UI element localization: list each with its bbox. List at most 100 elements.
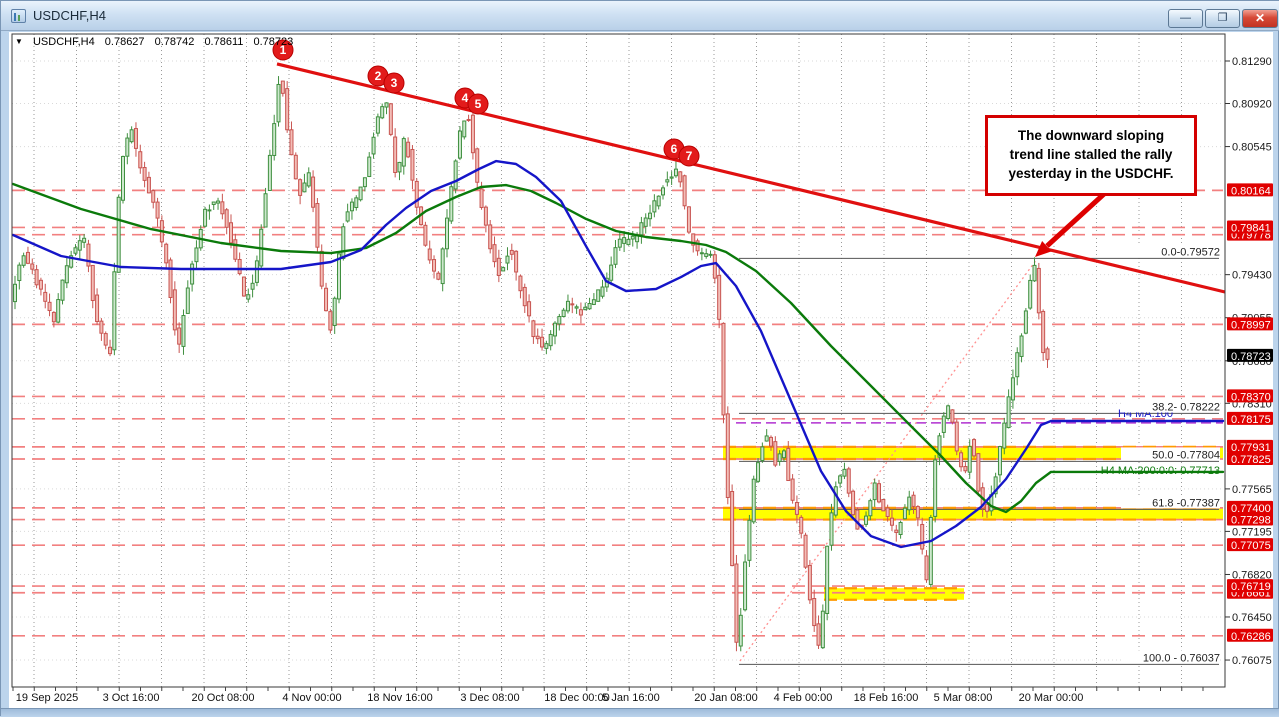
fibonacci-label: 0.0-0.79572 — [1161, 246, 1220, 258]
close-button[interactable]: ✕ — [1242, 9, 1278, 28]
candle — [82, 237, 87, 243]
candle — [851, 490, 856, 516]
fibonacci-diagonal[interactable] — [739, 258, 1038, 662]
symbol-dropdown-icon[interactable]: ▼ — [15, 37, 23, 46]
candle — [803, 534, 808, 568]
price-label-red — [1227, 512, 1273, 526]
candle — [125, 137, 130, 157]
candle — [531, 320, 536, 338]
header-high: 0.78742 — [154, 36, 195, 48]
candle — [151, 190, 156, 203]
candle — [799, 516, 804, 534]
candle — [626, 238, 631, 246]
candle — [535, 335, 540, 340]
price-label-red-text: 0.77931 — [1231, 442, 1271, 454]
candle — [704, 253, 709, 257]
candle — [877, 483, 881, 503]
candle — [1041, 310, 1046, 354]
marker-number: 6 — [671, 142, 678, 156]
candle — [406, 141, 411, 158]
highlight-zone[interactable] — [824, 588, 964, 600]
candle — [548, 333, 553, 347]
candle — [730, 491, 735, 567]
candle — [233, 239, 238, 260]
candle — [950, 409, 955, 423]
candle — [959, 452, 964, 468]
candle — [708, 253, 713, 256]
candle — [194, 247, 199, 263]
candle — [276, 83, 281, 123]
candle — [479, 188, 484, 208]
candle — [596, 289, 601, 302]
candle — [587, 303, 592, 310]
candle — [328, 311, 333, 331]
candle — [833, 486, 838, 516]
fib-label-bg — [1121, 447, 1220, 461]
price-label-red-text: 0.77825 — [1231, 454, 1271, 466]
candle — [574, 306, 579, 309]
trend-line[interactable] — [276, 62, 1226, 294]
candle — [894, 529, 899, 533]
time-axis-label: 3 Oct 16:00 — [103, 692, 160, 704]
price-label-red — [1227, 538, 1273, 552]
time-axis-label: 18 Nov 16:00 — [367, 692, 432, 704]
candle — [1028, 279, 1033, 309]
fib-label-bg — [1121, 399, 1220, 413]
ma100-line[interactable] — [11, 159, 1225, 549]
ma200-line[interactable] — [11, 182, 1225, 514]
marker-circle[interactable] — [272, 39, 294, 61]
ma200-label: H4 MA:200:0:0: 0.77713 — [1101, 465, 1220, 477]
candle — [993, 476, 998, 495]
candle — [384, 102, 389, 108]
time-axis-label: 5 Jan 16:00 — [602, 692, 660, 704]
price-label-red-text: 0.77298 — [1231, 515, 1271, 527]
fibonacci-label: 50.0 -0.77804 — [1152, 449, 1220, 461]
annotation-box[interactable]: The downward sloping trend line stalled … — [985, 115, 1197, 196]
candle — [656, 195, 661, 207]
price-tick-label: 0.80545 — [1232, 142, 1272, 154]
current-price-text: 0.78723 — [1231, 351, 1271, 363]
fib-label-bg — [1121, 650, 1220, 664]
candle — [928, 516, 933, 585]
candle — [781, 450, 786, 459]
candle — [337, 253, 341, 300]
candle — [522, 286, 527, 307]
candle — [354, 197, 359, 208]
candle — [686, 206, 691, 233]
candle — [1032, 264, 1037, 282]
candle — [617, 238, 622, 248]
candle — [639, 222, 644, 236]
candle — [505, 255, 510, 264]
candle — [56, 299, 61, 323]
window-title: USDCHF,H4 — [33, 8, 106, 23]
current-price-label — [1227, 348, 1273, 362]
marker-circle[interactable] — [383, 72, 405, 94]
price-tick-label: 0.77565 — [1232, 484, 1272, 496]
minimize-button[interactable]: — — [1168, 9, 1203, 28]
candle — [38, 279, 43, 290]
candle — [777, 453, 782, 462]
chart-app-icon — [11, 9, 26, 23]
price-label-red — [1227, 411, 1273, 425]
candle — [475, 148, 480, 183]
candle — [794, 502, 799, 515]
candle — [665, 179, 670, 183]
price-label-red — [1227, 389, 1273, 403]
time-axis-label: 5 Mar 08:00 — [934, 692, 993, 704]
candle — [457, 130, 462, 159]
candle — [578, 309, 583, 316]
price-label-red-text: 0.76286 — [1231, 631, 1271, 643]
maximize-button[interactable]: ❐ — [1205, 9, 1240, 28]
candle — [889, 517, 894, 526]
marker-circle[interactable] — [678, 145, 700, 167]
marker-circle[interactable] — [467, 93, 489, 115]
candle — [872, 482, 877, 501]
candle — [414, 180, 419, 208]
candle — [648, 212, 653, 220]
candle — [21, 255, 26, 266]
candle — [570, 303, 575, 306]
candle — [773, 441, 778, 466]
candle — [13, 283, 17, 303]
candle — [842, 468, 847, 477]
